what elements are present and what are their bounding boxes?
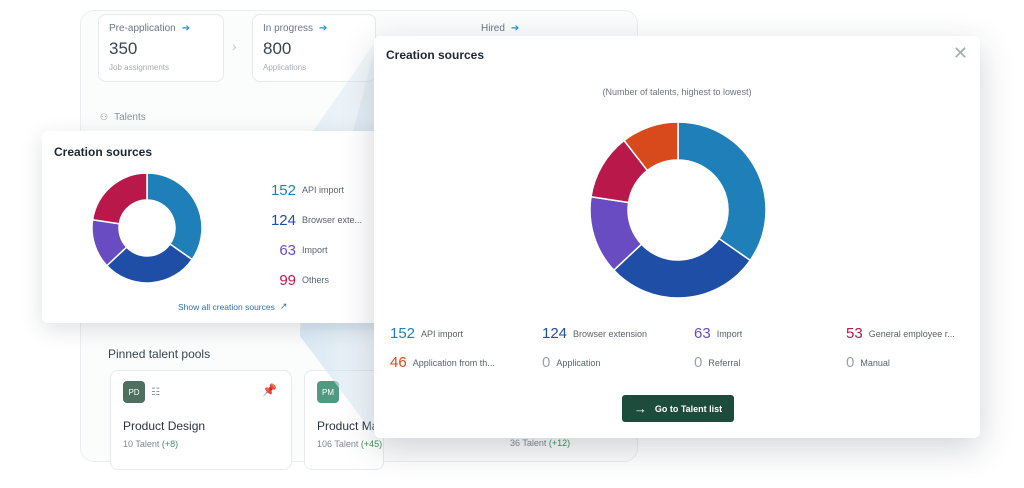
legend-value: 124 bbox=[270, 211, 296, 229]
close-icon[interactable]: ✕ bbox=[952, 43, 968, 63]
pool-card-product-management[interactable]: PM Product Ma 106 Talent (+45) bbox=[304, 370, 384, 470]
external-link-icon: ↗ bbox=[279, 301, 288, 311]
creation-sources-donut-chart bbox=[91, 172, 203, 284]
chevron-right-icon: › bbox=[232, 38, 237, 54]
pin-icon[interactable]: 📌 bbox=[262, 383, 277, 397]
arrow-right-icon: ➔ bbox=[319, 23, 328, 34]
donut-slice-browser-extension bbox=[612, 237, 752, 299]
legend-item: 0 Referral bbox=[694, 351, 846, 374]
stat-card-pre-application[interactable]: Pre-application ➔ 350 Job assignments bbox=[98, 14, 224, 82]
chart-subtitle: (Number of talents, highest to lowest) bbox=[602, 87, 752, 97]
pool-name: Product Design bbox=[123, 419, 206, 433]
legend-value: 152 bbox=[270, 181, 296, 199]
pool-badge: PM bbox=[317, 381, 339, 403]
small-legend: 152 API import 124 Browser exte... 63 Impor… bbox=[268, 175, 362, 295]
stat-subtitle: Job assignments bbox=[109, 63, 170, 72]
legend-value: 0 bbox=[542, 354, 551, 371]
legend-label: Application from th... bbox=[412, 357, 495, 368]
legend-label: API import bbox=[421, 328, 464, 339]
pool-name: Product Ma bbox=[317, 419, 379, 433]
arrow-right-icon: → bbox=[633, 401, 647, 416]
legend-value: 0 bbox=[846, 354, 855, 371]
legend-item: 124 Browser exte... bbox=[268, 205, 362, 235]
go-to-talent-list-button[interactable]: → Go to Talent list bbox=[622, 395, 734, 422]
stat-title: Pre-application ➔ bbox=[109, 23, 213, 34]
legend-item: 152 API import bbox=[268, 175, 362, 205]
legend-item: 53 General employee r... bbox=[846, 322, 970, 345]
pool-card-product-design[interactable]: PD ☷ 📌 Product Design 10 Talent (+8) bbox=[110, 370, 292, 470]
stat-card-in-progress[interactable]: In progress ➔ 800 Applications bbox=[252, 14, 376, 82]
legend-label: Import bbox=[716, 328, 743, 339]
pool-count-text: 10 Talent bbox=[123, 439, 160, 449]
stat-card-hired[interactable]: Hired ➔ bbox=[470, 14, 620, 82]
pinned-pools-title: Pinned talent pools bbox=[108, 347, 211, 361]
modal-title: Creation sources bbox=[386, 48, 485, 62]
pool-count-third: 36 Talent (+12) bbox=[510, 438, 570, 448]
stat-title: In progress ➔ bbox=[263, 23, 365, 34]
legend-label: Referral bbox=[708, 357, 741, 368]
legend-item: 99 Others bbox=[268, 265, 362, 295]
legend-label: Others bbox=[302, 275, 330, 285]
arrow-right-icon: ➔ bbox=[510, 23, 520, 34]
pool-header: PD ☷ bbox=[123, 381, 279, 403]
donut-slice-api-import bbox=[677, 121, 767, 262]
pool-count-delta: (+8) bbox=[161, 439, 179, 449]
team-icon: ☷ bbox=[151, 386, 160, 398]
legend-value: 0 bbox=[694, 354, 703, 371]
legend-label: API import bbox=[302, 185, 345, 195]
donut-slice-others bbox=[91, 172, 148, 225]
legend-item: 63 Import bbox=[694, 322, 846, 345]
legend-item: 0 Manual bbox=[846, 351, 970, 374]
legend-label: General employee r... bbox=[868, 328, 955, 339]
stat-title-text: Pre-application bbox=[109, 23, 176, 34]
pool-badge: PD bbox=[123, 381, 145, 403]
stat-value: 800 bbox=[263, 39, 292, 58]
legend-item: 63 Import bbox=[268, 235, 362, 265]
legend-value: 99 bbox=[279, 271, 296, 289]
stat-title: Hired ➔ bbox=[481, 23, 609, 34]
stat-title-text: In progress bbox=[263, 23, 314, 34]
pool-count-text: 36 Talent bbox=[510, 438, 547, 448]
legend-label: Application bbox=[556, 357, 601, 368]
pool-count-delta: (+12) bbox=[548, 438, 571, 448]
creation-sources-big-donut-chart bbox=[589, 121, 767, 299]
legend-label: Manual bbox=[860, 357, 890, 368]
stat-title-text: Hired bbox=[481, 23, 505, 34]
stat-value: 350 bbox=[109, 39, 138, 58]
button-label: Go to Talent list bbox=[654, 403, 723, 414]
show-all-sources-link[interactable]: Show all creation sources ↗ bbox=[178, 301, 287, 312]
pool-count: 10 Talent (+8) bbox=[123, 439, 279, 449]
legend-value: 63 bbox=[694, 325, 711, 342]
creation-sources-modal: Creation sources ✕ (Number of talents, h… bbox=[374, 36, 980, 438]
pool-count-delta: (+45) bbox=[360, 439, 383, 449]
legend-item: 124 Browser extension bbox=[542, 322, 694, 345]
donut-slice-api-import bbox=[146, 172, 203, 261]
donut-slice-application-from-th- bbox=[623, 121, 679, 172]
modal-legend: 152 API import 124 Browser extension 63 Imp… bbox=[390, 322, 970, 374]
legend-item: 152 API import bbox=[390, 322, 542, 345]
stat-subtitle: Applications bbox=[263, 63, 307, 72]
legend-value: 63 bbox=[279, 241, 296, 259]
legend-value: 124 bbox=[542, 325, 568, 342]
creation-sources-card: Creation sources 152 API import 124 Browse… bbox=[42, 131, 387, 323]
talents-section-label: ⚇ Talents bbox=[100, 112, 146, 123]
link-text: Show all creation sources bbox=[178, 301, 275, 312]
talents-label-text: Talents bbox=[114, 112, 146, 123]
legend-value: 53 bbox=[846, 325, 863, 342]
users-icon: ⚇ bbox=[100, 112, 109, 122]
pool-count-text: 106 Talent bbox=[317, 439, 359, 449]
legend-item: 0 Application bbox=[542, 351, 694, 374]
legend-label: Browser extension bbox=[573, 328, 648, 339]
legend-label: Browser exte... bbox=[302, 215, 363, 225]
legend-value: 46 bbox=[390, 354, 407, 371]
legend-label: Import bbox=[302, 245, 328, 255]
legend-value: 152 bbox=[390, 325, 416, 342]
pool-count: 106 Talent (+45) bbox=[317, 439, 382, 449]
arrow-right-icon: ➔ bbox=[181, 23, 191, 34]
card-title: Creation sources bbox=[54, 145, 153, 159]
legend-item: 46 Application from th... bbox=[390, 351, 542, 374]
